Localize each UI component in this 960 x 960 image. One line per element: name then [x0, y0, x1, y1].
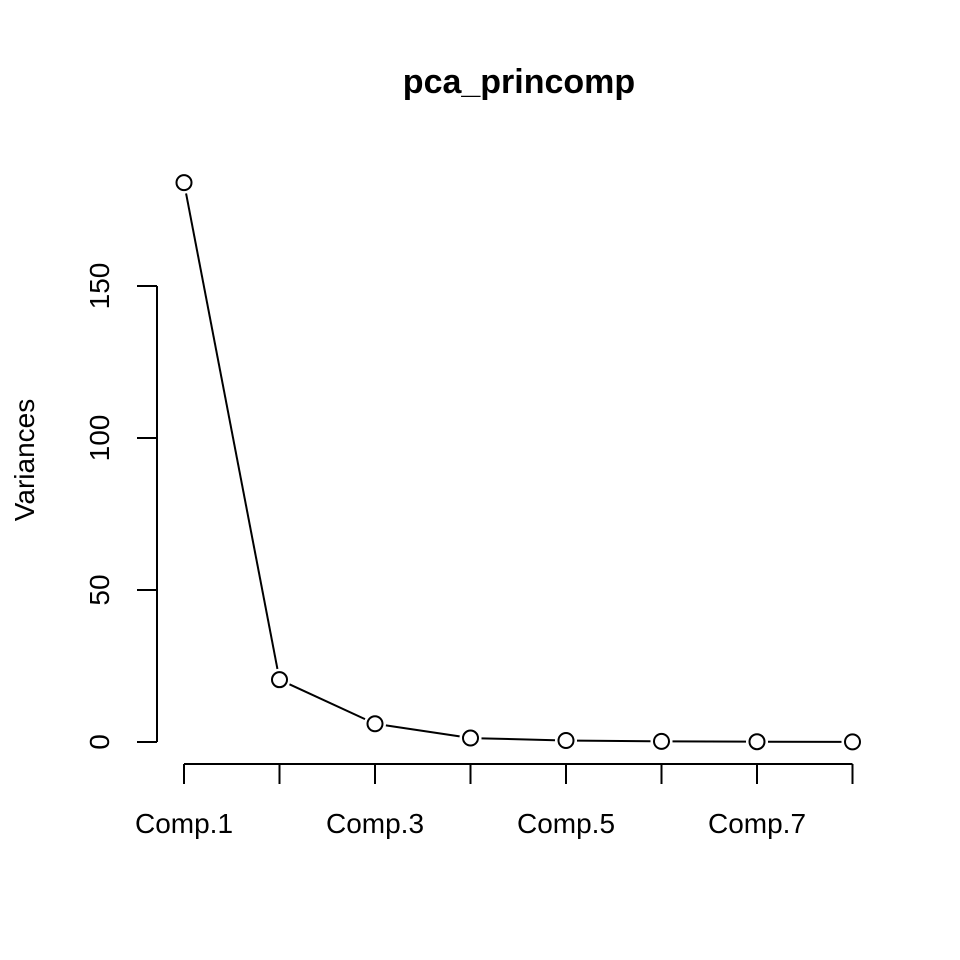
x-tick-label: Comp.7: [708, 808, 806, 839]
data-point: [271, 671, 288, 689]
chart-title: pca_princomp: [403, 63, 635, 101]
data-point: [366, 715, 384, 733]
y-tick-label: 150: [84, 263, 115, 310]
y-tick-label: 50: [84, 574, 115, 605]
data-point: [462, 729, 479, 747]
y-tick-label: 0: [84, 734, 115, 750]
series-segment: [289, 683, 366, 721]
x-axis: Comp.1 Comp.3 Comp.5 Comp.7: [135, 763, 854, 839]
x-tick-label: Comp.3: [326, 808, 424, 839]
series-segment: [576, 739, 651, 743]
data-point: [557, 731, 575, 749]
y-axis: 0 50 100 150: [84, 263, 158, 750]
x-tick-label: Comp.5: [517, 808, 615, 839]
data-point: [653, 732, 670, 750]
series-variances: [175, 174, 861, 751]
y-axis-label: Variances: [9, 399, 40, 521]
series-segment: [385, 724, 460, 738]
series-segment: [185, 193, 279, 670]
y-tick-label: 100: [84, 415, 115, 462]
x-tick-label: Comp.1: [135, 808, 233, 839]
data-point: [748, 733, 766, 751]
series-segment: [481, 737, 556, 742]
data-point: [175, 174, 193, 192]
data-point: [844, 733, 861, 751]
